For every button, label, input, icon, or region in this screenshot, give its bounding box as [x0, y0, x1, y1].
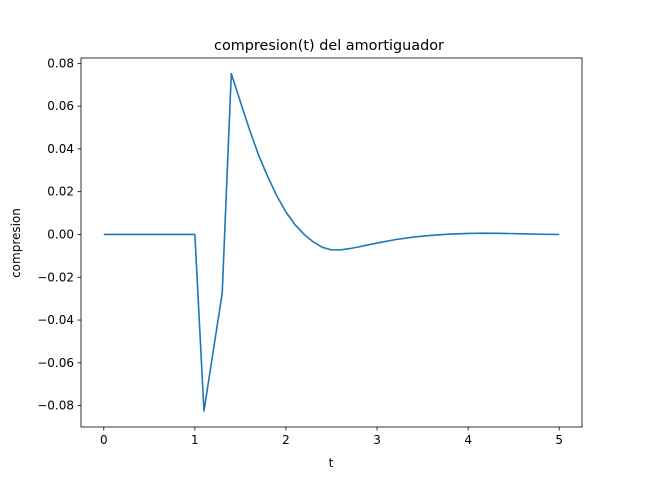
- y-tick-label: 0.08: [47, 56, 74, 70]
- x-tick-label: 3: [373, 433, 381, 447]
- y-axis-ticks: −0.08 −0.06 −0.04 −0.02 0.00 0.02 0.04 0.06 0.08: [37, 56, 81, 413]
- x-tick-label: 2: [282, 433, 290, 447]
- series-line: [103, 72, 560, 412]
- x-tick-label: 5: [555, 433, 563, 447]
- plot-area: [80, 57, 583, 428]
- y-tick-label: −0.02: [37, 270, 74, 284]
- x-tick-label: 1: [191, 433, 199, 447]
- y-axis-label: compresion: [9, 208, 23, 278]
- y-tick-label: 0.00: [47, 227, 74, 241]
- y-tick-label: 0.06: [47, 99, 74, 113]
- x-tick-label: 4: [464, 433, 472, 447]
- chart-title: compresion(t) del amortiguador: [214, 38, 444, 54]
- y-tick-label: −0.08: [37, 399, 74, 413]
- y-tick-label: −0.06: [37, 356, 74, 370]
- y-tick-label: −0.04: [37, 313, 74, 327]
- plot-background: [81, 58, 582, 427]
- axes-frame: [80, 57, 583, 428]
- y-tick-label: 0.04: [47, 142, 74, 156]
- x-axis-ticks: 0 1 2 3 4 5: [100, 427, 563, 447]
- y-tick-label: 0.02: [47, 185, 74, 199]
- x-axis-label: t: [329, 456, 334, 470]
- x-tick-label: 0: [100, 433, 108, 447]
